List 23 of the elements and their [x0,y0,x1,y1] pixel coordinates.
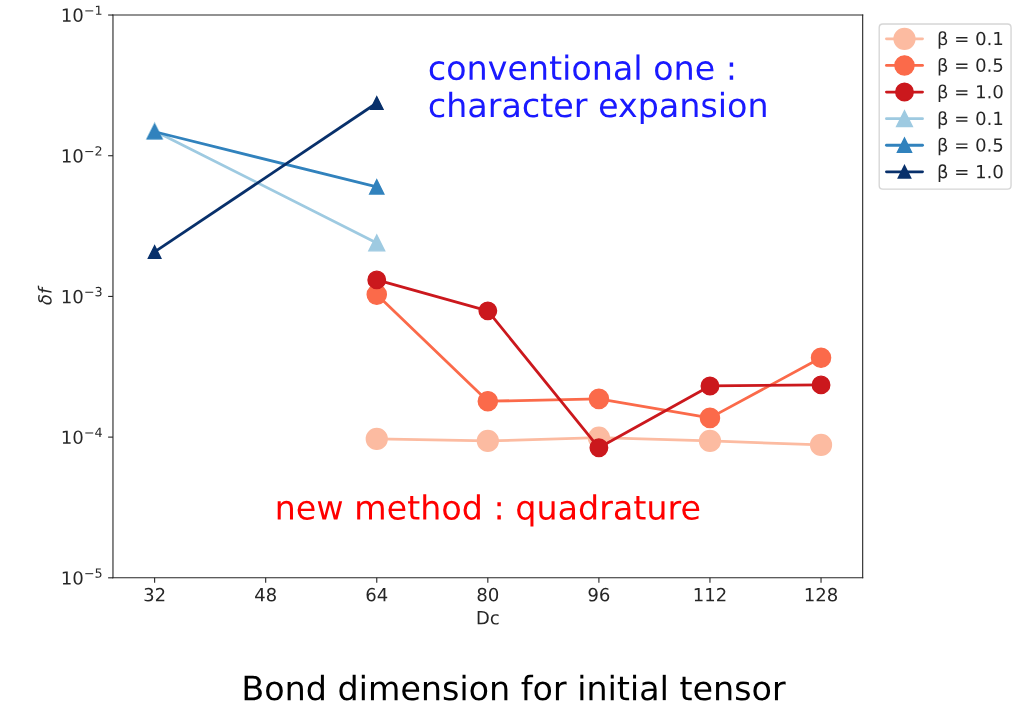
legend-label: β = 0.1 [938,111,1003,129]
x-tick-label: 96 [588,587,610,602]
y-tick-label: 10$^{−2}$ [62,146,102,163]
text: Bond dimension for initial tensor [244,674,786,701]
legend-label: β = 1.0 [938,84,1003,103]
legend-label: β = 0.5 [938,137,1003,156]
y-tick-label: 10$^{−5}$ [62,568,102,585]
x-axis-title: Dc [477,611,499,625]
legend-label: β = 0.1 [938,31,1003,49]
y-tick-label: 10$^{−1}$ [62,5,102,23]
legend-label: β = 0.5 [938,57,1003,76]
y-axis-title: δf [37,285,52,305]
x-tick-label: 112 [694,587,726,602]
annotation: new method : quadrature [277,494,700,527]
x-tick-label: 64 [366,587,388,602]
x-tick-label: 48 [255,587,276,602]
y-tick-label: 10$^{−4}$ [62,427,102,445]
x-tick-label: 32 [144,587,165,602]
x-tick-label: 80 [477,587,499,602]
legend-label: β = 1.0 [938,164,1003,182]
annotation: conventional one : character expansion [429,54,766,125]
y-tick-label: 10$^{−3}$ [62,286,102,304]
x-tick-label: 128 [805,587,838,602]
